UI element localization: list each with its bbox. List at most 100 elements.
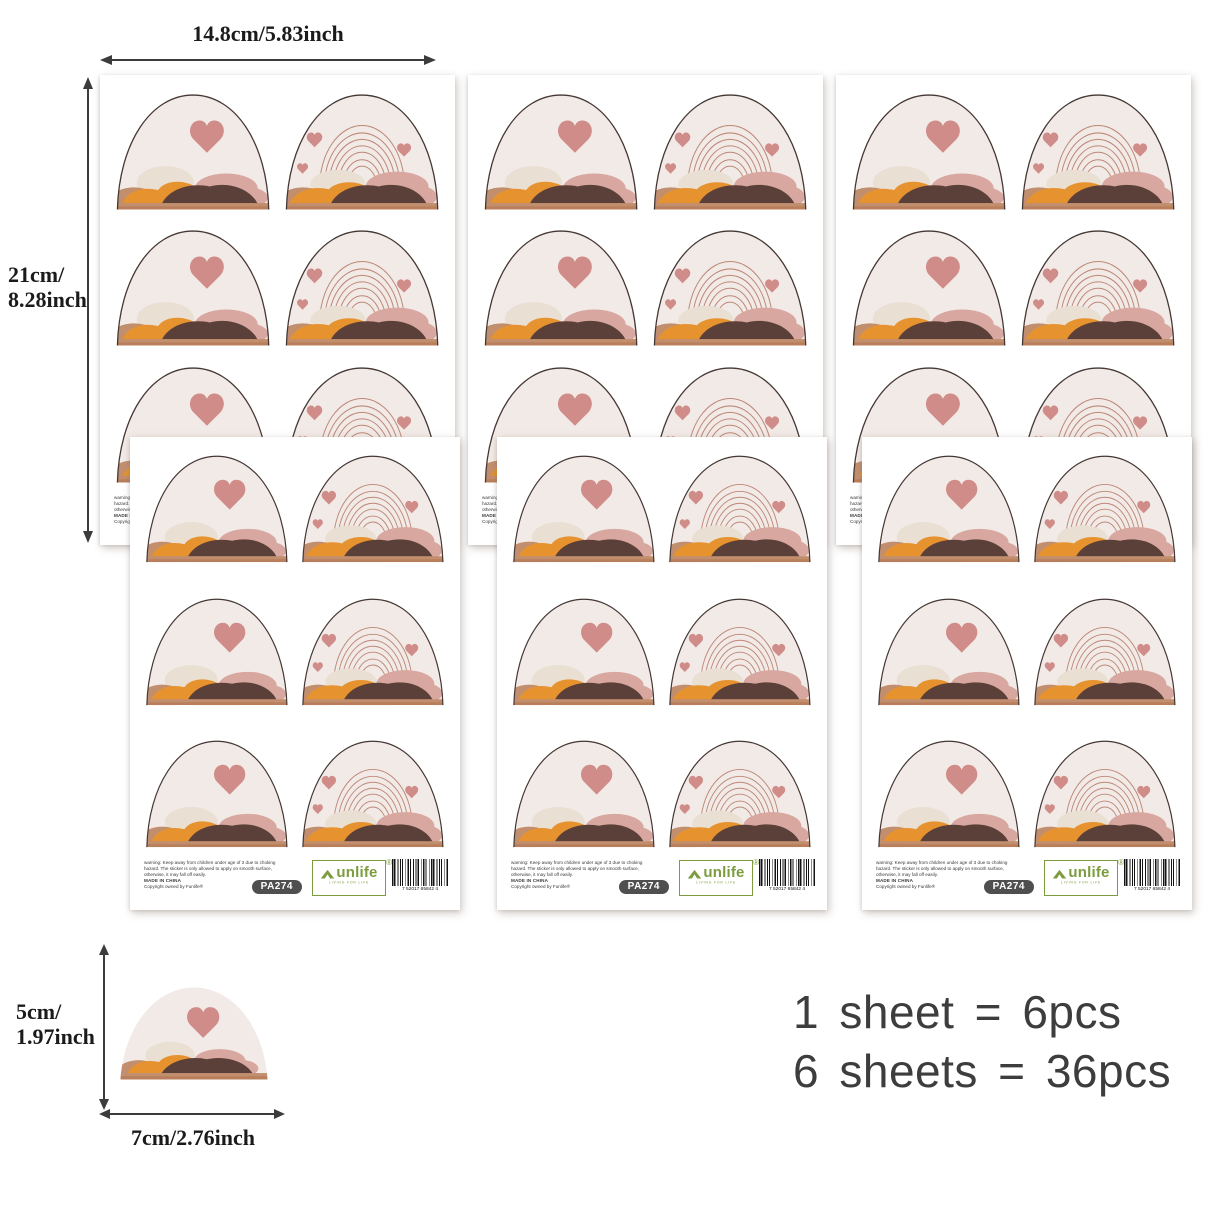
sheet-footer: warning: Keep away from children under a… [507,851,817,905]
fine-print: warning: Keep away from children under a… [511,855,673,901]
sticker-row [872,446,1182,566]
sticker-heart-arch [110,84,276,213]
sticker-rainbow-arch [279,220,445,349]
sticker-heart-arch [110,220,276,349]
barcode-digits: 7 52017 65842 4 [768,886,806,892]
sheet-height-line1: 21cm/ [8,262,65,287]
sticker-heart-arch [507,446,661,566]
sticker-rainbow-arch [647,84,813,213]
brand-tagline: LIVING FOR LIFE [328,880,370,885]
sheet-rows [140,446,450,851]
barcode: 7 52017 65842 4 [759,859,815,897]
warning-text: otherwise, it may fall off easily. [876,872,938,878]
funlife-logo: ® unlife LIVING FOR LIFE [1044,858,1124,896]
brand-tagline: LIVING FOR LIFE [1060,880,1102,885]
sticker-heart-arch [846,84,1012,213]
sticker-row [846,220,1181,349]
sticker-row [872,589,1182,709]
sticker-rainbow-arch [296,731,450,851]
warning-text: warning: Keep away from children under a… [876,860,1008,866]
sheet-height-line2: 8.28inch [8,286,87,312]
sticker-row [846,84,1181,213]
brand-tagline: LIVING FOR LIFE [695,880,737,885]
sticker-rainbow-arch [663,589,817,709]
roof-icon [321,869,335,878]
sticker-rainbow-arch [1015,84,1181,213]
sheet-width-arrow [100,55,436,65]
sticker-rainbow-arch [1015,220,1181,349]
sticker-heart-arch [140,731,294,851]
sticker-row [140,589,450,709]
barcode-bars [392,859,448,886]
registered-mark: ® [386,858,392,867]
sticker-sheet: warning: Keep away from children under a… [862,437,1192,910]
sticker-rainbow-arch [279,84,445,213]
sticker-row [140,731,450,851]
brand-row: unlife [320,865,377,880]
sheet-footer: warning: Keep away from children under a… [140,851,450,905]
sticker-row [507,446,817,566]
barcode: 7 52017 65842 4 [392,859,448,897]
sticker-heart-arch [507,731,661,851]
made-in-text: MADE IN CHINA [144,878,182,884]
brand-name: unlife [703,863,745,881]
sticker-row [478,220,813,349]
sticker-rainbow-arch [1028,731,1182,851]
funlife-logo: ® unlife LIVING FOR LIFE [679,858,759,896]
sticker-rainbow-arch [663,446,817,566]
sticker-heart-arch [872,731,1026,851]
sticker-row [110,84,445,213]
sku-badge: PA274 [251,880,302,894]
registered-mark: ® [753,858,759,867]
sku-badge: PA274 [618,880,669,894]
barcode-digits: 7 52017 65842 4 [401,886,439,892]
pieces-per-sheet-text: 1 sheet = 6pcs [793,986,1122,1038]
warning-text: warning: Keep away from children under a… [144,860,276,866]
sheet-height-label: 21cm/8.28inch [8,262,87,312]
warning-text: warning: Keep away from children under a… [511,860,643,866]
sheet-rows [872,446,1182,851]
sticker-heart-arch [872,589,1026,709]
sticker-heart-arch [140,446,294,566]
total-pieces-text: 6 sheets = 36pcs [793,1044,1172,1097]
sticker-height-arrow [99,944,109,1110]
copyright-text: Copyright owned by Funlife® [511,884,571,890]
sticker-width-label: 7cm/2.76inch [130,1125,256,1150]
sheet-rows [507,446,817,851]
warning-text: hazard. The sticker is only allowed to a… [144,866,273,872]
sticker-height-label: 5cm/1.97inch [16,999,95,1049]
sticker-sheet: warning: Keep away from children under a… [497,437,827,910]
sku-badge: PA274 [983,880,1034,894]
sheet-height-arrow [83,77,93,543]
sticker-rainbow-arch [663,731,817,851]
warning-text: hazard. The sticker is only allowed to a… [511,866,640,872]
warning-text: otherwise, it may fall off easily. [511,872,573,878]
sticker-height-line1: 5cm/ [16,999,62,1024]
sticker-rainbow-arch [296,446,450,566]
roof-icon [1053,869,1067,878]
barcode-digits: 7 52017 65842 4 [1133,886,1171,892]
barcode-bars [759,859,815,886]
sticker-rainbow-arch [296,589,450,709]
made-in-text: MADE IN CHINA [511,878,549,884]
brand-name: unlife [336,863,378,881]
sticker-width-arrow [99,1109,285,1119]
sticker-row [140,446,450,566]
sticker-row [872,731,1182,851]
fine-print: warning: Keep away from children under a… [876,855,1038,901]
single-sticker-preview [111,971,277,1085]
warning-block: warning: Keep away from children under a… [876,860,1036,890]
registered-mark: ® [1118,858,1124,867]
fine-print: warning: Keep away from children under a… [144,855,306,901]
barcode: 7 52017 65842 4 [1124,859,1180,897]
sticker-heart-arch [140,589,294,709]
sticker-rainbow-arch [1028,589,1182,709]
sticker-heart-arch [478,220,644,349]
sheet-footer: warning: Keep away from children under a… [872,851,1182,905]
sticker-heart-arch [478,84,644,213]
brand-row: unlife [687,865,744,880]
copyright-text: Copyright owned by Funlife® [144,884,204,890]
warning-text: hazard. The sticker is only allowed to a… [876,866,1005,872]
warning-block: warning: Keep away from children under a… [144,860,304,890]
